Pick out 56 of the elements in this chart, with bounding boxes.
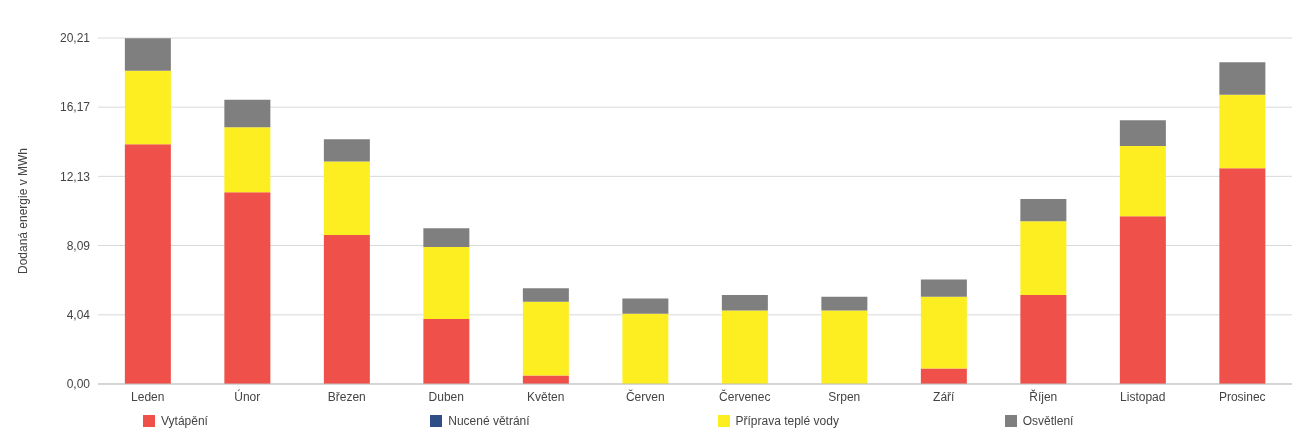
bar <box>124 70 171 145</box>
legend-label: Příprava teplé vody <box>735 414 839 428</box>
y-tick-label: 8,09 <box>66 238 91 253</box>
bar <box>920 279 967 297</box>
x-tick-label: Prosinec <box>1218 389 1266 404</box>
bar <box>1219 94 1266 169</box>
x-tick-label: Březen <box>327 389 366 404</box>
x-tick-label: Únor <box>234 388 261 404</box>
x-tick-label: Leden <box>131 389 165 404</box>
y-axis-title: Dodaná energie v MWh <box>16 147 31 275</box>
bar <box>1219 168 1266 384</box>
x-tick-label: Duben <box>428 389 464 404</box>
x-tick-label: Červen <box>625 388 665 404</box>
bar <box>721 294 768 311</box>
y-tick-label: 16,17 <box>59 100 91 115</box>
y-tick-label: 20,21 <box>59 31 91 46</box>
x-tick-label: Červenec <box>719 388 771 404</box>
bar <box>224 127 271 193</box>
bar <box>423 318 470 384</box>
bar <box>821 296 868 311</box>
bar <box>124 144 171 384</box>
bar <box>224 192 271 384</box>
bar <box>323 235 370 384</box>
legend-label: Nucené větrání <box>448 414 530 428</box>
bar <box>1119 216 1166 384</box>
bar <box>622 313 669 384</box>
bar <box>1020 294 1067 384</box>
y-tick-label: 4,04 <box>66 308 91 323</box>
y-tick-label: 12,13 <box>59 169 91 184</box>
bar <box>323 139 370 162</box>
x-tick-label: Květen <box>527 389 565 404</box>
bar <box>920 296 967 369</box>
bar <box>1020 199 1067 222</box>
bar <box>821 310 868 384</box>
bar <box>423 228 470 248</box>
legend-label: Osvětlení <box>1022 414 1074 428</box>
bar <box>1119 146 1166 217</box>
bar <box>423 247 470 319</box>
bar <box>224 99 271 128</box>
bar <box>1119 120 1166 147</box>
bar <box>323 161 370 236</box>
bar <box>1219 62 1266 95</box>
bar <box>920 368 967 384</box>
bar <box>1020 221 1067 295</box>
bar <box>622 298 669 314</box>
x-tick-label: Listopad <box>1120 389 1166 404</box>
bar <box>522 288 569 302</box>
bar <box>522 301 569 376</box>
bar <box>522 375 569 384</box>
x-tick-label: Září <box>933 389 956 404</box>
legend-label: Vytápění <box>161 414 208 428</box>
x-tick-label: Říjen <box>1029 388 1058 404</box>
bar <box>721 310 768 384</box>
bar <box>124 38 171 71</box>
x-tick-label: Srpen <box>828 389 861 404</box>
y-tick-label: 0,00 <box>66 377 91 392</box>
